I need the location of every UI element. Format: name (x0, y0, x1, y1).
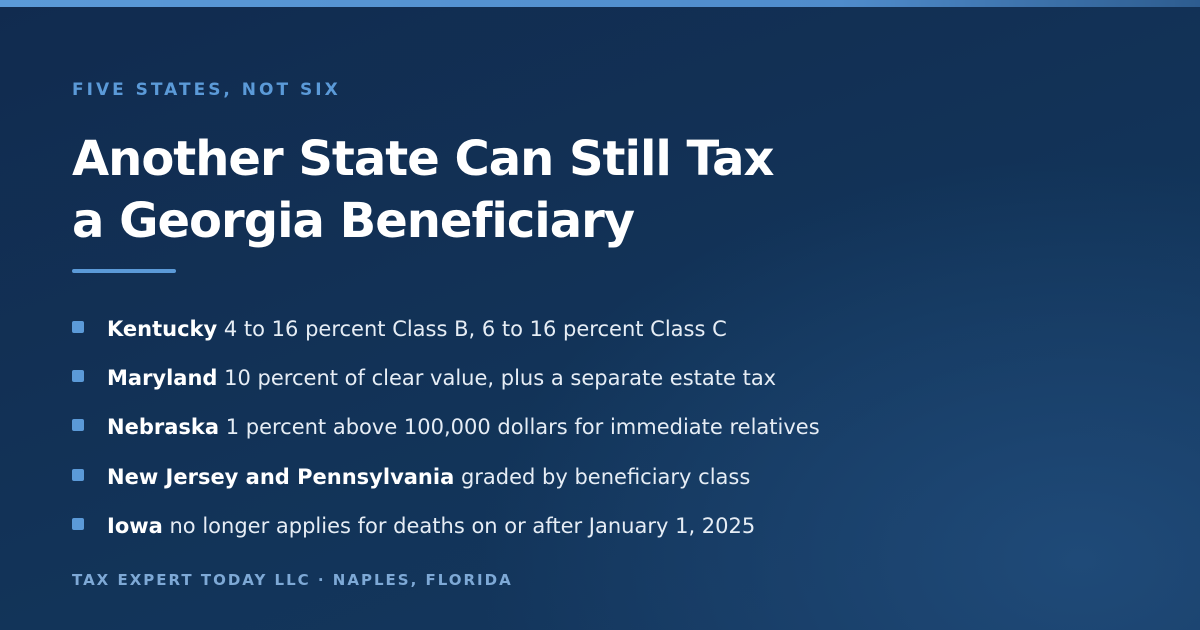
footer: TAX EXPERT TODAY LLC · NAPLES, FLORIDA (72, 571, 513, 589)
item-label: New Jersey and Pennsylvania (107, 464, 455, 489)
list-item: New Jersey and Pennsylvania graded by be… (72, 460, 820, 509)
top-bar (0, 0, 1200, 7)
item-label: Maryland (107, 366, 218, 391)
list-item: Kentucky 4 to 16 percent Class B, 6 to 1… (72, 312, 820, 361)
item-text: 1 percent above 100,000 dollars for imme… (225, 415, 820, 440)
list-item: Maryland 10 percent of clear value, plus… (72, 361, 820, 410)
title-line: a Georgia Beneficiary (72, 193, 635, 249)
accent-rule (72, 269, 176, 273)
list: Kentucky 4 to 16 percent Class B, 6 to 1… (72, 312, 820, 558)
item-text: 4 to 16 percent Class B, 6 to 16 percent… (223, 317, 727, 341)
item-label: Nebraska (107, 415, 220, 440)
item-text: graded by beneficiary class (460, 464, 751, 489)
list-item: Iowa no longer applies for deaths on or … (72, 509, 820, 558)
list-item: Nebraska 1 percent above 100,000 dollars… (72, 410, 820, 459)
title-line: Another State Can Still Tax (72, 131, 774, 187)
eyebrow: FIVE STATES, NOT SIX (72, 80, 341, 100)
item-text: 10 percent of clear value, plus a separa… (224, 366, 777, 391)
title: Another State Can Still Tax a Georgia Be… (72, 128, 774, 252)
item-label: Iowa (107, 513, 163, 538)
item-text: no longer applies for deaths on or after… (169, 513, 756, 538)
item-label: Kentucky (107, 317, 218, 341)
